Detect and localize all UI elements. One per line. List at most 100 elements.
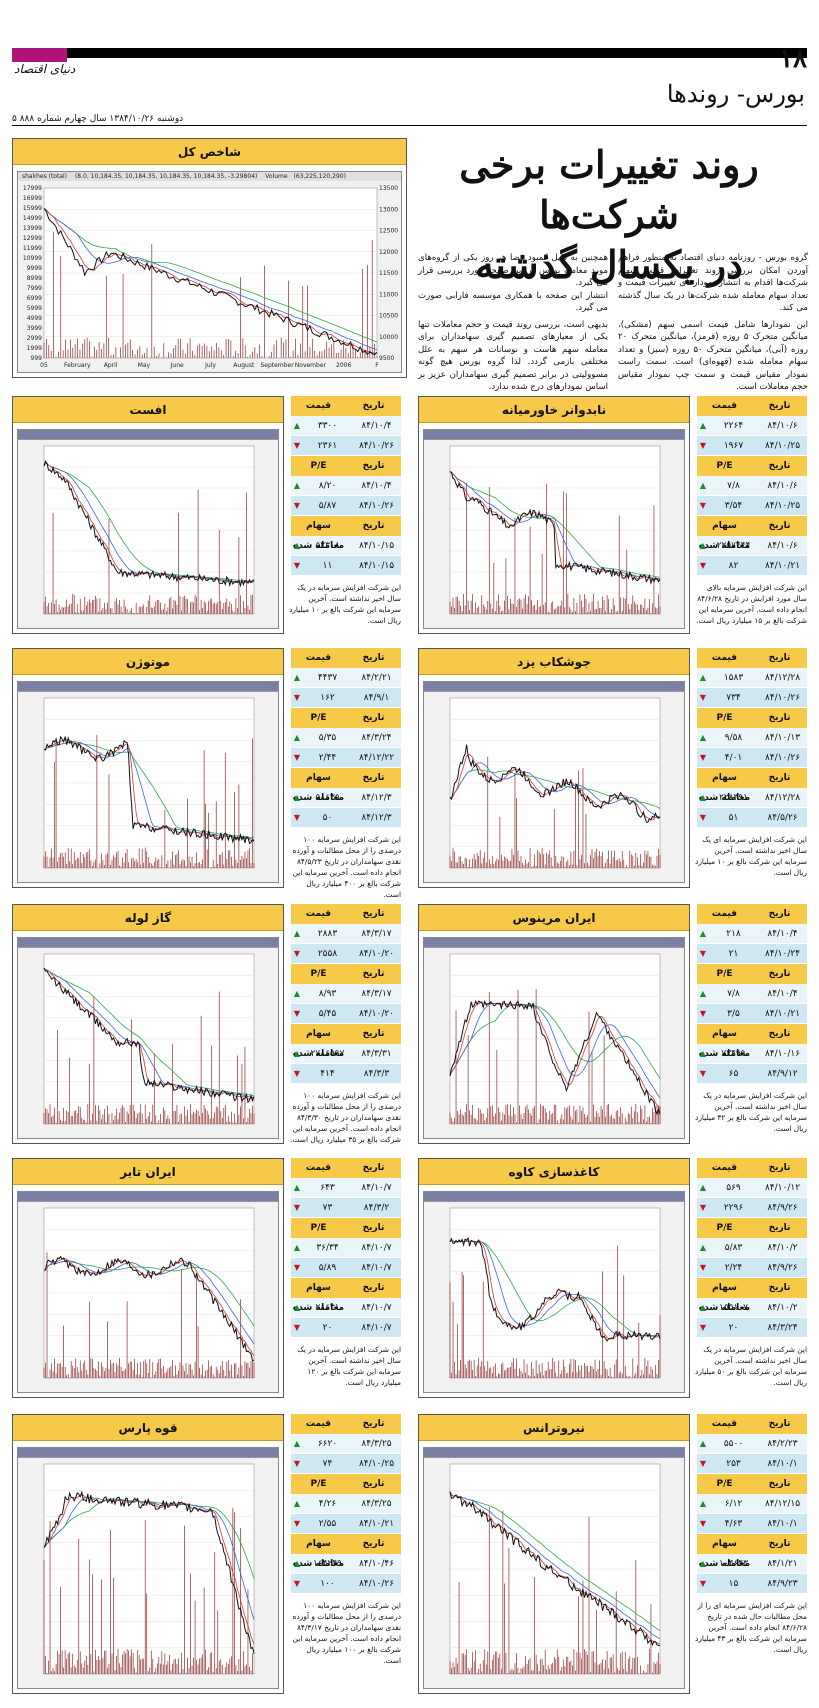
company-chart-plot	[43, 953, 255, 1125]
table-date: ۸۴/۱۰/۷	[361, 1323, 392, 1333]
table-header: سهام معامله شده تاریخ	[291, 1024, 401, 1059]
table-date: ۸۴/۲/۲۳	[767, 1439, 798, 1449]
company-name: افست	[13, 397, 283, 423]
table-date: ۸۴/۱/۲۱	[767, 1559, 798, 1569]
table-date: ۸۴/۳/۳	[363, 1069, 390, 1079]
table-header-price: قیمت	[711, 909, 738, 919]
table-row: ▲ ۵۲۳۰۸ ۸۴/۱۰/۱۵	[291, 536, 401, 556]
table-row: ▼ ۲۳۶۱ ۸۴/۱۰/۲۶	[291, 436, 401, 456]
table-header-date: تاریخ	[768, 909, 791, 919]
table-header-date: تاریخ	[768, 1029, 791, 1039]
table-date: ۸۴/۳/۱۷	[361, 989, 392, 999]
table-row: ▼ ۳/۵۴ ۸۴/۱۰/۲۵	[697, 496, 807, 516]
table-value: ۷۴	[322, 1459, 333, 1469]
table-row: ▲ ۸/۲۰ ۸۴/۱۰/۴	[291, 476, 401, 496]
company-name: کاغذسازی کاوه	[419, 1159, 689, 1185]
x-axis-tick: April	[104, 362, 118, 369]
table-date: ۸۴/۱۰/۴	[767, 929, 798, 939]
right-axis-tick: 10000	[379, 334, 398, 341]
table-header-price: قیمت	[305, 1163, 332, 1173]
up-triangle-icon: ▲	[293, 541, 301, 550]
company-chart-plot	[449, 1463, 661, 1675]
table-date: ۸۴/۲/۲۱	[361, 673, 392, 683]
down-triangle-icon: ▼	[699, 1203, 707, 1212]
up-triangle-icon: ▲	[293, 1049, 301, 1058]
table-header-date: تاریخ	[362, 1223, 385, 1233]
company-caption: این شرکت افزایش سرمایه ای یک سال اخیر ند…	[695, 835, 807, 877]
table-row: ▲ ۲۲۶۴ ۸۴/۱۰/۶	[697, 416, 807, 436]
table-row: ▲ ۶۶۲۰ ۸۴/۳/۲۵	[291, 1434, 401, 1454]
table-row: ▲ ۶/۱۲ ۸۴/۱۲/۱۵	[697, 1494, 807, 1514]
company-chart-panel: موتوژن	[12, 648, 284, 888]
table-header-date: تاریخ	[362, 653, 385, 663]
company-chart-area	[17, 1191, 279, 1393]
table-value: ۲۱	[728, 949, 739, 959]
down-triangle-icon: ▼	[293, 1459, 301, 1468]
table-header: سهام معامله شده تاریخ	[697, 1534, 807, 1569]
company-panel: گاز لوله قیمت تاریخ ▲ ۲۸۸۳ ۸۴/۳/۱۷ ▼ ۲۵۵۸…	[12, 904, 401, 1144]
table-date: ۸۴/۱۰/۲	[767, 1303, 798, 1313]
table-value: ۶۵	[728, 1069, 739, 1079]
table-value: ۳۶/۳۴	[316, 1243, 339, 1253]
right-axis-tick: 10500	[379, 313, 398, 320]
table-header-date: تاریخ	[362, 969, 385, 979]
right-axis-tick: 12000	[379, 249, 398, 256]
table-date: ۸۴/۱۰/۶	[767, 541, 798, 551]
table-date: ۸۴/۱۰/۴۶	[358, 1559, 395, 1569]
table-row: ▼ ۲۱ ۸۴/۱۰/۲۴	[697, 944, 807, 964]
table-header: سهام معامله شده تاریخ	[697, 1278, 807, 1313]
company-chart-plot	[43, 1463, 255, 1675]
left-axis-tick: 16999	[23, 195, 42, 202]
table-row: ▲ ۸/۹۳ ۸۴/۳/۱۷	[291, 984, 401, 1004]
table-header-price: قیمت	[305, 909, 332, 919]
left-axis-tick: 9999	[27, 265, 42, 272]
left-axis-tick: 6999	[27, 295, 42, 302]
table-row: ▼ ۱۶۲ ۸۴/۹/۱	[291, 688, 401, 708]
left-axis-tick: 17999	[23, 185, 42, 192]
chart-toolbar	[424, 430, 684, 440]
right-axis-tick: 12500	[379, 228, 398, 235]
table-date: ۸۴/۱۰/۲۵	[358, 1459, 395, 1469]
table-date: ۸۴/۱۰/۲۶	[358, 441, 395, 451]
company-stats-table: قیمت تاریخ ▲ ۵۶۹ ۸۴/۱۰/۱۲ ▼ ۲۲۹۶ ۸۴/۹/۲۶ …	[697, 1158, 807, 1338]
index-chart-panel: شاخص کل shakhes (total) (8.0, 10,184.35,…	[12, 138, 407, 378]
up-triangle-icon: ▲	[293, 421, 301, 430]
left-axis-tick: 13999	[23, 225, 42, 232]
down-triangle-icon: ▼	[293, 1579, 301, 1588]
table-value: ۲۱۸	[726, 929, 741, 939]
table-date: ۸۴/۱۰/۴	[361, 421, 392, 431]
table-row: ▼ ۱۵ ۸۴/۹/۲۳	[697, 1574, 807, 1594]
up-triangle-icon: ▲	[699, 481, 707, 490]
company-chart-panel: گاز لوله	[12, 904, 284, 1144]
left-axis-tick: 7999	[27, 285, 42, 292]
table-row: ▼ ۵/۸۹ ۸۴/۱۰/۷	[291, 1258, 401, 1278]
table-header-date: تاریخ	[768, 461, 791, 471]
left-axis-tick: 15999	[23, 205, 42, 212]
table-date: ۸۴/۱۲/۳	[361, 793, 392, 803]
chart-toolbar	[424, 1448, 684, 1458]
company-stats-table: قیمت تاریخ ▲ ۴۴۳۷ ۸۴/۲/۲۱ ▼ ۱۶۲ ۸۴/۹/۱ P/…	[291, 648, 401, 828]
up-triangle-icon: ▲	[699, 1303, 707, 1312]
table-date: ۸۴/۱۰/۲۵	[764, 501, 801, 511]
table-row: ▲ ۳۶/۳۴ ۸۴/۱۰/۷	[291, 1238, 401, 1258]
table-header: قیمت تاریخ	[697, 648, 807, 668]
company-chart-area	[423, 1447, 685, 1689]
table-value: ۱۹۶۷	[723, 441, 744, 451]
table-row: ▲ ۱۰۴۶۴۳ ۸۴/۱/۲۱	[697, 1554, 807, 1574]
table-date: ۸۴/۱۰/۲	[767, 1243, 798, 1253]
table-header-pe: P/E	[310, 713, 327, 723]
left-axis-tick: 14999	[23, 215, 42, 222]
table-date: ۸۴/۱۰/۲۱	[358, 1519, 395, 1529]
table-header-date: تاریخ	[768, 1539, 791, 1549]
table-header-volume: سهام معامله شده	[292, 1539, 345, 1569]
table-value: ۵/۸۷	[318, 501, 337, 511]
table-row: ▼ ۳/۵ ۸۴/۱۰/۲۱	[697, 1004, 807, 1024]
table-header-date: تاریخ	[768, 521, 791, 531]
down-triangle-icon: ▼	[293, 441, 301, 450]
company-stats-table: قیمت تاریخ ▲ ۳۳۰۰ ۸۴/۱۰/۴ ▼ ۲۳۶۱ ۸۴/۱۰/۲۶…	[291, 396, 401, 576]
table-header-date: تاریخ	[362, 1539, 385, 1549]
table-header-pe: P/E	[716, 713, 733, 723]
table-value: ۵۵۰۰	[723, 1439, 744, 1449]
down-triangle-icon: ▼	[293, 753, 301, 762]
table-value: ۷۳	[322, 1203, 333, 1213]
